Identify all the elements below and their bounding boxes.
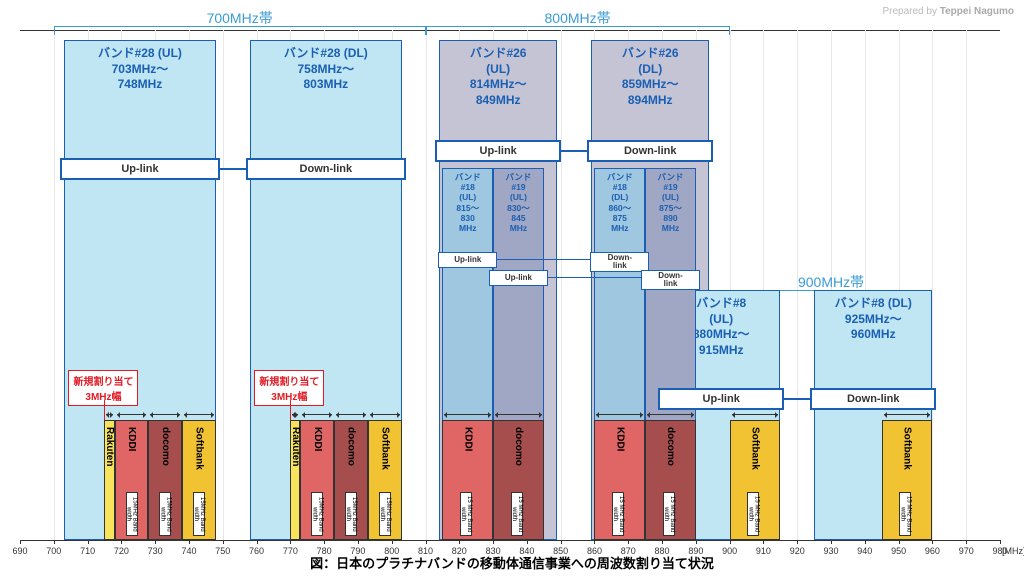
carrier-arrow <box>647 414 694 415</box>
connector-1 <box>557 150 591 152</box>
linkbox-1: Down-link <box>246 158 406 180</box>
carrier-label: Softbank <box>194 427 205 470</box>
connector-0 <box>216 168 250 170</box>
figure-caption: 図：日本のプラチナバンドの移動体通信事業への周波数割り当て状況 <box>0 553 1024 572</box>
bw-box-2: 15MHz Band width <box>193 492 205 536</box>
carrier-Rakuten-4: Rakuten <box>290 420 300 540</box>
x-axis <box>20 540 1000 541</box>
bw-box-5: 15MHz Band width <box>379 492 391 536</box>
credit-prefix: Prepared by <box>882 6 936 17</box>
band-label-b8dl: バンド#8 (DL) 925MHz～ 960MHz <box>814 296 932 343</box>
carrier-label: docomo <box>665 427 676 466</box>
linkbox-8: Up-link <box>658 388 784 410</box>
carrier-label: docomo <box>346 427 357 466</box>
credit: Prepared by Teppei Nagumo <box>882 6 1014 17</box>
top-axis <box>20 30 1000 31</box>
subband-label-1: バンド #19 (UL) 830～ 845 MHz <box>493 172 544 233</box>
carrier-arrow <box>292 414 298 415</box>
linkbox-0: Up-link <box>60 158 220 180</box>
carrier-label: KDDI <box>126 427 137 451</box>
connector-4 <box>780 398 814 400</box>
subband-label-2: バンド #18 (DL) 860～ 875 MHz <box>594 172 645 233</box>
subband-label-3: バンド #19 (UL) 875～ 890 MHz <box>645 172 696 233</box>
group-800MHz帯: 800MHz帯 <box>545 8 611 28</box>
carrier-label: Rakuten <box>290 427 301 466</box>
subband-label-0: バンド #18 (UL) 815～ 830 MHz <box>442 172 493 233</box>
bw-box-1: 15MHz Band width <box>159 492 171 536</box>
linkbox-6: Down- link <box>590 252 649 272</box>
linkbox-2: Up-link <box>435 140 561 162</box>
carrier-label: Rakuten <box>104 427 115 466</box>
carrier-arrow <box>596 414 643 415</box>
band-label-b28dl: バンド#28 (DL) 758MHz～ 803MHz <box>250 46 402 93</box>
band-label-b26dl: バンド#26 (DL) 859MHz～ 894MHz <box>591 46 709 108</box>
carrier-label: Softbank <box>749 427 760 470</box>
linkbox-5: Up-link <box>489 270 548 286</box>
group-700MHz帯: 700MHz帯 <box>207 8 273 28</box>
band-label-b28ul: バンド#28 (UL) 703MHz～ 748MHz <box>64 46 216 93</box>
linkbox-3: Down-link <box>587 140 713 162</box>
bw-box-3: 15MHz Band width <box>311 492 323 536</box>
carrier-arrow <box>370 414 400 415</box>
carrier-label: KDDI <box>312 427 323 451</box>
bw-box-9: 15 MHz Band width <box>663 492 675 536</box>
bw-box-4: 15MHz Band width <box>345 492 357 536</box>
linkbox-7: Down- link <box>641 270 700 290</box>
carrier-arrow <box>106 414 112 415</box>
bracket <box>426 26 730 27</box>
connector-2 <box>493 259 594 260</box>
new-allocation-1: 新規割り当て 3MHz幅 <box>254 370 324 406</box>
carrier-arrow <box>302 414 332 415</box>
credit-name: Teppei Nagumo <box>940 6 1014 17</box>
carrier-label: Softbank <box>379 427 390 470</box>
bw-box-11: 15 MHz Band width <box>899 492 911 536</box>
carrier-arrow <box>150 414 180 415</box>
bw-box-10: 15 MHz Band width <box>747 492 759 536</box>
carrier-arrow <box>495 414 542 415</box>
new-allocation-0: 新規割り当て 3MHz幅 <box>68 370 138 406</box>
new-alloc-pointer <box>104 400 105 420</box>
carrier-label: docomo <box>160 427 171 466</box>
carrier-label: KDDI <box>462 427 473 451</box>
carrier-arrow <box>117 414 147 415</box>
bw-box-8: 15 MHz Band width <box>612 492 624 536</box>
bracket <box>54 26 426 27</box>
spectrum-chart: 6907007107207307407507607707807908008108… <box>0 0 1024 576</box>
carrier-arrow <box>336 414 366 415</box>
band-label-b26ul: バンド#26 (UL) 814MHz～ 849MHz <box>439 46 557 108</box>
carrier-arrow <box>184 414 214 415</box>
carrier-arrow <box>884 414 931 415</box>
connector-3 <box>544 277 645 278</box>
new-alloc-pointer <box>290 400 291 420</box>
carrier-Rakuten-0: Rakuten <box>104 420 114 540</box>
carrier-label: docomo <box>513 427 524 466</box>
carrier-arrow <box>444 414 491 415</box>
linkbox-4: Up-link <box>438 252 497 268</box>
linkbox-9: Down-link <box>810 388 936 410</box>
bw-box-7: 15 MHz Band width <box>511 492 523 536</box>
carrier-arrow <box>732 414 779 415</box>
bw-box-0: 15MHz Band width <box>126 492 138 536</box>
carrier-label: Softbank <box>902 427 913 470</box>
carrier-label: KDDI <box>614 427 625 451</box>
bw-box-6: 15 MHz Band width <box>460 492 472 536</box>
group-900MHz帯: 900MHz帯 <box>798 272 864 292</box>
